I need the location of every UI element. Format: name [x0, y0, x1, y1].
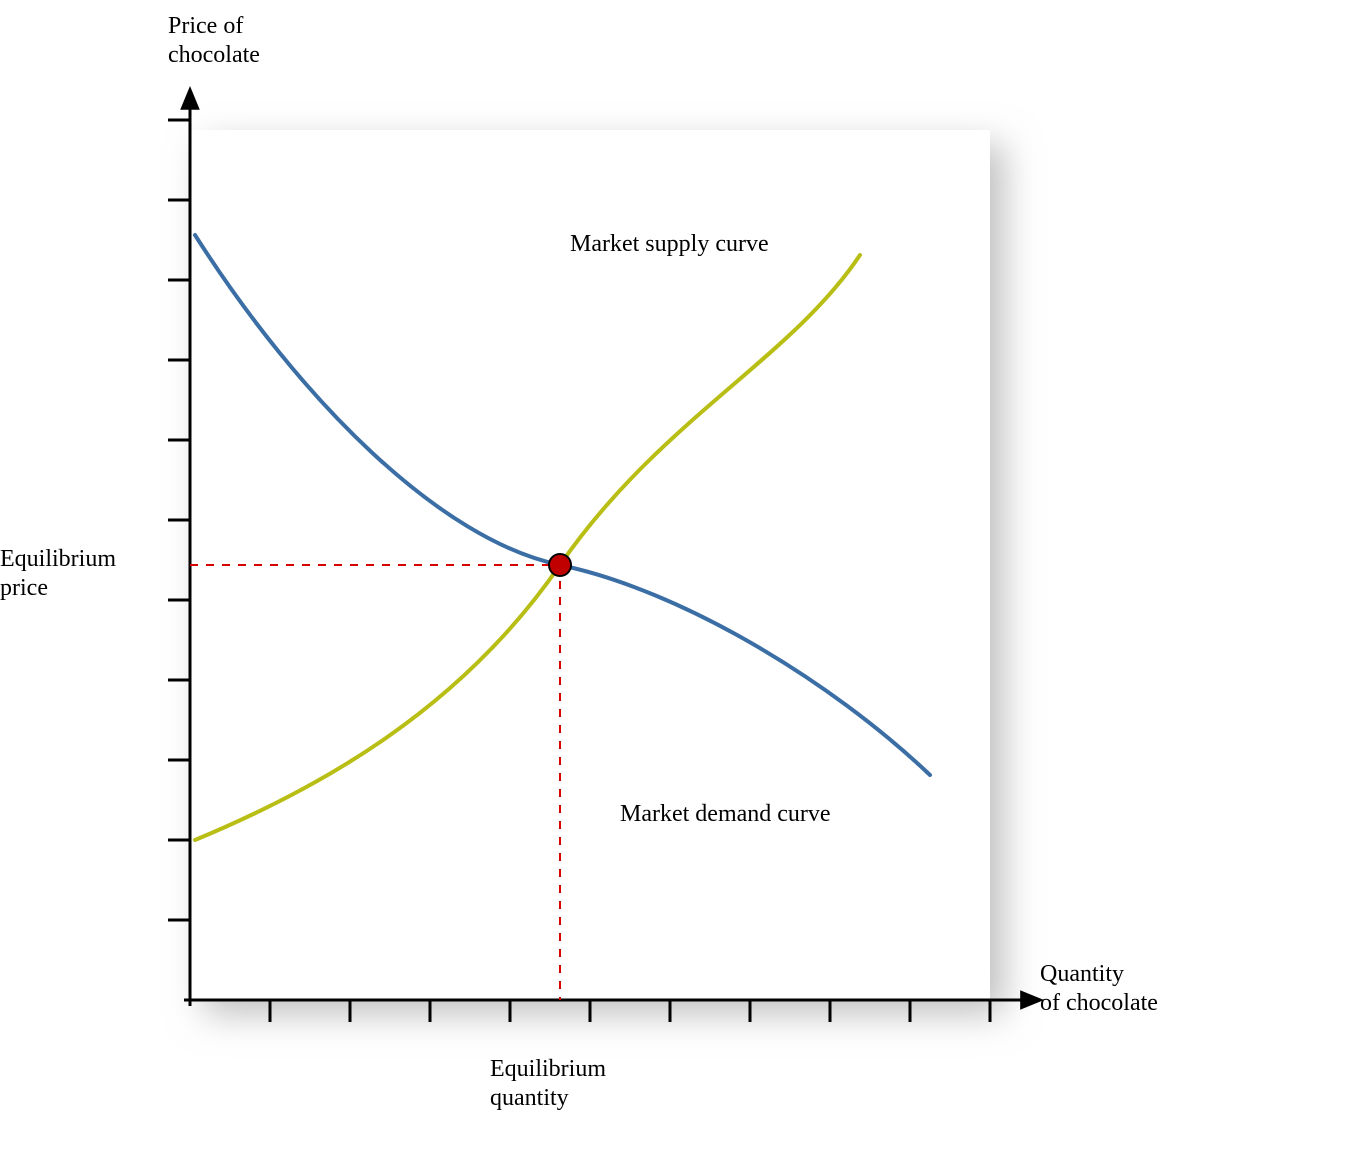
y-axis-title: Price of chocolate [168, 12, 260, 70]
equilibrium-price-label: Equilibrium price [0, 545, 180, 603]
chart-container: Price of chocolate Equilibrium price Mar… [0, 0, 1352, 1162]
equilibrium-quantity-label: Equilibrium quantity [490, 1055, 606, 1113]
x-axis-title: Quantity of chocolate [1040, 960, 1158, 1018]
y-axis-arrow [180, 86, 200, 110]
equilibrium-point [549, 554, 571, 576]
demand-curve-label: Market demand curve [620, 800, 831, 829]
supply-curve-label: Market supply curve [570, 230, 769, 259]
